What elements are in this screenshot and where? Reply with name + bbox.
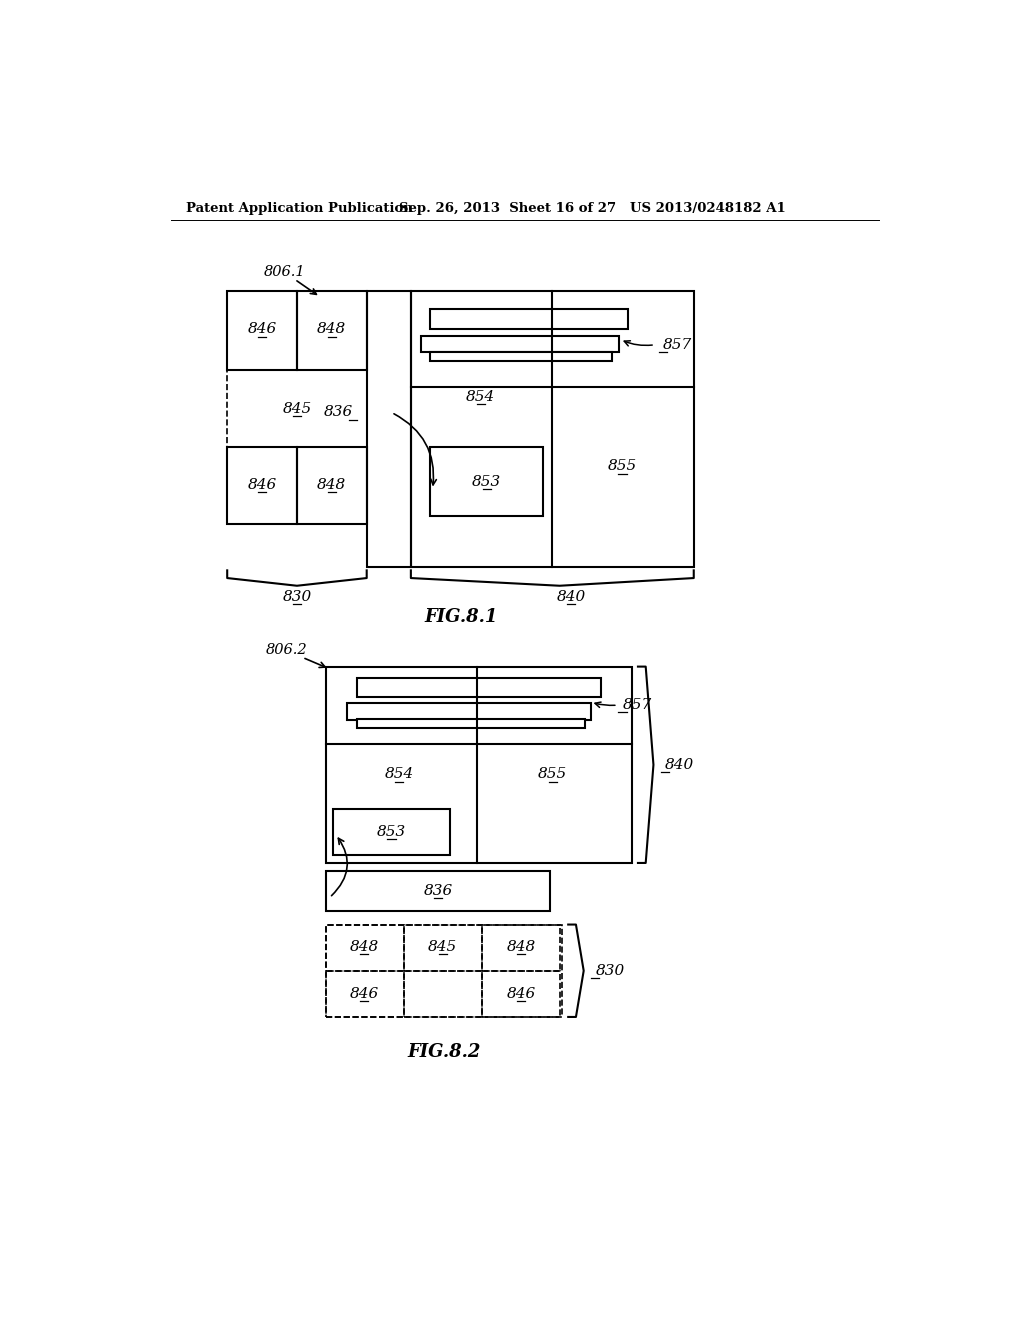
Text: FIG.8.1: FIG.8.1 [425,607,498,626]
Bar [326,924,403,970]
Bar [356,678,601,697]
Text: 855: 855 [608,459,637,474]
Text: 830: 830 [283,590,311,605]
Text: 845: 845 [428,940,458,954]
Text: 836: 836 [324,405,352,420]
Bar [347,702,592,719]
Bar [403,924,482,970]
Text: 848: 848 [317,478,346,492]
Text: 840: 840 [557,590,586,605]
Text: 848: 848 [317,322,346,337]
Bar [227,447,367,524]
Bar [297,447,367,524]
Bar [356,719,586,729]
Text: 854: 854 [466,391,496,404]
Bar [367,290,411,566]
Bar [430,351,612,360]
Text: 848: 848 [506,940,536,954]
Text: Sep. 26, 2013  Sheet 16 of 27: Sep. 26, 2013 Sheet 16 of 27 [399,202,616,215]
Text: 846: 846 [506,987,536,1001]
Text: 846: 846 [248,478,276,492]
Text: 846: 846 [248,322,276,337]
Text: 857: 857 [623,698,651,711]
Text: 840: 840 [665,758,694,772]
Bar [482,924,560,970]
Bar [403,970,482,1016]
Text: Patent Application Publication: Patent Application Publication [186,202,413,215]
Text: 853: 853 [377,825,407,840]
Text: 846: 846 [350,987,379,1001]
Text: 855: 855 [538,767,567,781]
Bar [430,309,628,330]
Text: FIG.8.2: FIG.8.2 [408,1043,481,1060]
Text: 845: 845 [283,401,311,416]
Bar [411,290,693,566]
Bar [430,447,543,516]
Text: 848: 848 [350,940,379,954]
Bar [326,924,562,1016]
Text: 806.1: 806.1 [263,265,305,280]
Text: 857: 857 [663,338,692,351]
Bar [297,290,367,370]
Bar [482,970,560,1016]
Bar [227,447,297,524]
Bar [227,370,367,447]
Bar [326,667,632,863]
Text: 853: 853 [472,475,502,488]
Bar [227,290,297,370]
Text: 806.2: 806.2 [266,643,307,656]
Bar [227,290,367,370]
Bar [326,871,550,911]
Text: 830: 830 [595,964,625,978]
Text: 836: 836 [423,883,453,898]
Bar [334,809,450,855]
Text: 854: 854 [385,767,414,781]
Bar [326,970,403,1016]
Bar [421,335,618,352]
Text: US 2013/0248182 A1: US 2013/0248182 A1 [630,202,786,215]
